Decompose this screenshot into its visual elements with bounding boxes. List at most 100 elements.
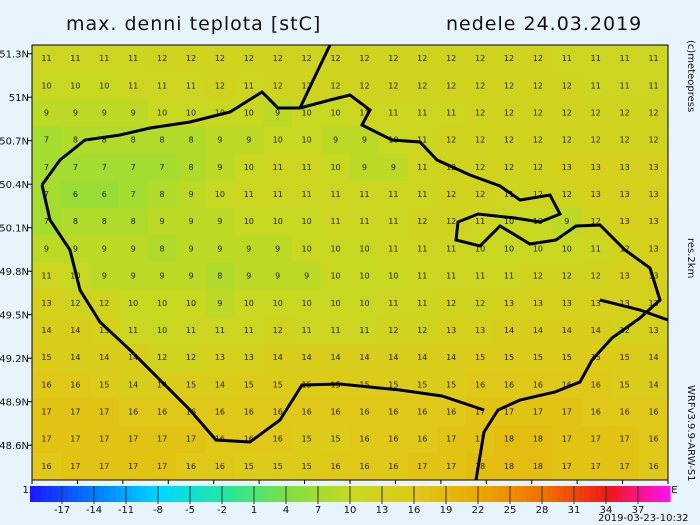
colorbar-segment bbox=[499, 486, 506, 502]
temp-cell bbox=[263, 289, 293, 318]
colorbar-segment bbox=[435, 486, 442, 502]
temp-value: 12 bbox=[446, 136, 456, 145]
temp-value: 11 bbox=[591, 81, 601, 90]
temp-value: 13 bbox=[648, 326, 658, 335]
temp-value: 11 bbox=[417, 108, 427, 117]
temp-cell bbox=[89, 425, 120, 454]
temp-value: 16 bbox=[533, 380, 543, 389]
temp-value: 12 bbox=[591, 272, 601, 281]
temp-value: 12 bbox=[186, 353, 196, 362]
temp-value: 13 bbox=[620, 190, 630, 199]
temp-cell bbox=[523, 344, 553, 372]
temp-value: 10 bbox=[215, 108, 225, 117]
temp-cell bbox=[407, 289, 438, 318]
temp-cell bbox=[581, 126, 611, 155]
temp-cell bbox=[263, 235, 293, 263]
temp-value: 16 bbox=[302, 408, 312, 417]
colorbar-segment bbox=[291, 486, 298, 502]
temp-cell bbox=[60, 153, 91, 182]
temp-cell bbox=[465, 72, 496, 100]
temp-cell bbox=[118, 45, 149, 73]
temp-cell bbox=[581, 425, 611, 454]
map-title: max. denni teplota [stC] bbox=[66, 13, 321, 35]
colorbar-segment bbox=[606, 486, 612, 502]
temp-cell bbox=[32, 371, 62, 399]
temp-value: 12 bbox=[562, 190, 572, 199]
temp-cell bbox=[350, 45, 380, 73]
temp-cell bbox=[118, 344, 149, 372]
temp-value: 11 bbox=[417, 244, 427, 253]
temp-value: 12 bbox=[157, 54, 167, 63]
temp-value: 14 bbox=[99, 353, 109, 362]
temp-cell bbox=[639, 126, 669, 155]
temp-value: 7 bbox=[131, 163, 136, 172]
temp-value: 11 bbox=[330, 217, 340, 226]
colorbar-label: 28 bbox=[536, 505, 549, 516]
temp-cell bbox=[639, 425, 669, 454]
temp-cell bbox=[89, 180, 120, 209]
temp-cell bbox=[176, 208, 206, 236]
temp-value: 15 bbox=[417, 380, 427, 389]
temp-cell bbox=[118, 208, 149, 236]
temp-value: 11 bbox=[157, 81, 167, 90]
colorbar-segment bbox=[72, 486, 79, 502]
temp-value: 15 bbox=[99, 380, 109, 389]
temp-value: 15 bbox=[273, 380, 283, 389]
temp-value: 14 bbox=[330, 353, 340, 362]
temp-value: 16 bbox=[330, 462, 340, 471]
temp-value: 9 bbox=[73, 108, 78, 117]
colorbar-label: -17 bbox=[54, 505, 70, 516]
temp-cell bbox=[350, 235, 380, 263]
temp-value: 9 bbox=[275, 108, 280, 117]
temp-cell bbox=[118, 452, 149, 481]
temp-value: 9 bbox=[44, 244, 49, 253]
temp-value: 17 bbox=[128, 462, 138, 471]
temp-cell bbox=[89, 344, 120, 372]
temp-value: 17 bbox=[562, 435, 572, 444]
colorbar-segment bbox=[115, 486, 122, 502]
colorbar-segment bbox=[382, 486, 388, 502]
temp-cell bbox=[292, 262, 322, 291]
colorbar-segment bbox=[611, 486, 618, 502]
temp-value: 11 bbox=[359, 108, 369, 117]
temp-cell bbox=[89, 153, 120, 182]
temp-cell bbox=[205, 289, 235, 318]
temp-cell bbox=[321, 208, 351, 236]
temp-value: 17 bbox=[446, 435, 456, 444]
temp-cell bbox=[378, 208, 409, 236]
temp-value: 12 bbox=[446, 217, 456, 226]
temp-cell bbox=[494, 452, 524, 481]
temp-value: 12 bbox=[273, 326, 283, 335]
temp-value: 11 bbox=[562, 54, 572, 63]
lat-label: 50.4N bbox=[0, 180, 29, 191]
lat-label: 50.7N bbox=[0, 137, 29, 148]
temp-value: 13 bbox=[562, 163, 572, 172]
temp-value: 8 bbox=[102, 217, 107, 226]
colorbar-segment bbox=[376, 486, 383, 502]
temp-cell bbox=[32, 425, 62, 454]
temp-cell bbox=[263, 99, 293, 128]
temp-value: 12 bbox=[330, 54, 340, 63]
temp-cell bbox=[89, 235, 120, 263]
colorbar-segment bbox=[46, 486, 52, 502]
temp-cell bbox=[147, 398, 178, 427]
temp-cell bbox=[147, 235, 178, 263]
temp-cell bbox=[60, 398, 91, 427]
colorbar-label: 31 bbox=[568, 505, 581, 516]
colorbar-segment bbox=[275, 486, 282, 502]
temp-cell bbox=[436, 344, 467, 372]
temp-cell bbox=[89, 72, 120, 100]
colorbar-segment bbox=[216, 486, 223, 502]
temp-cell bbox=[147, 180, 178, 209]
temp-value: 10 bbox=[475, 244, 485, 253]
temp-value: 13 bbox=[41, 299, 51, 308]
colorbar-label: -14 bbox=[86, 505, 102, 516]
temp-value: 11 bbox=[244, 81, 254, 90]
temp-value: 9 bbox=[131, 108, 136, 117]
temp-cell bbox=[523, 126, 553, 155]
colorbar-segment bbox=[259, 486, 266, 502]
temp-value: 13 bbox=[648, 163, 658, 172]
temp-cell bbox=[436, 262, 467, 291]
temp-value: 13 bbox=[620, 163, 630, 172]
temp-value: 18 bbox=[533, 435, 543, 444]
